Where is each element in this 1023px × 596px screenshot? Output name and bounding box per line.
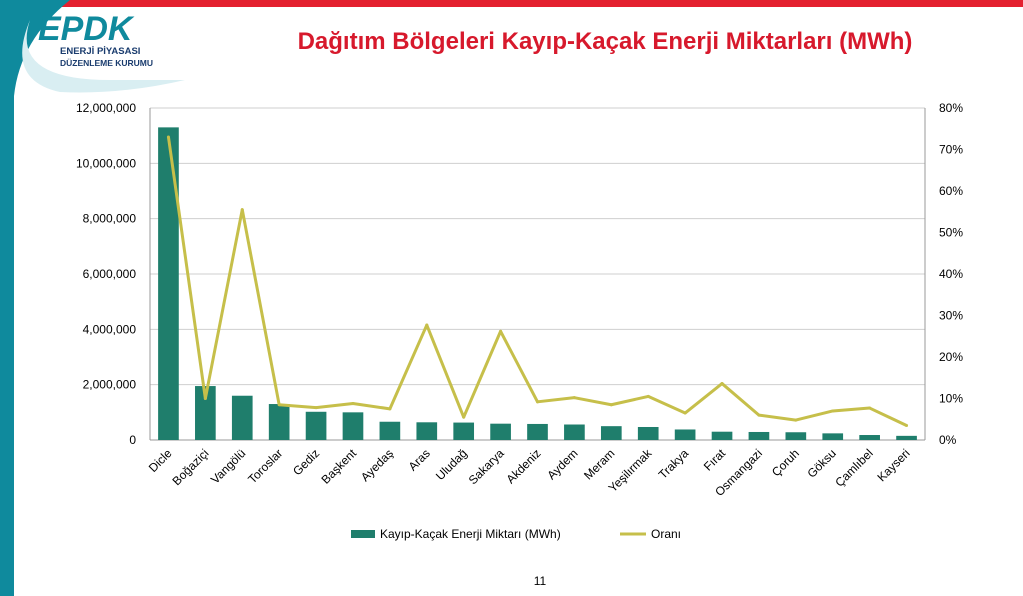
x-tick-label: Gediz [290,446,322,478]
line-point-Göksu [831,409,835,413]
left-accent-stripe [0,0,14,596]
line-point-Fırat [720,382,724,386]
bar-Meram [600,426,622,440]
line-point-Yeşilırmak [646,394,650,398]
series-line-orani [166,136,908,427]
x-tick-label: Ayedaş [358,446,396,484]
line-point-Başkent [351,401,355,405]
bar-Kayseri [896,435,917,440]
bar-Boğaziçi [195,386,216,440]
y-left-tick-label: 12,000,000 [76,101,136,115]
x-tick-label: Aydem [544,446,580,482]
bar-Aydem [564,424,585,440]
y-right-tick-label: 30% [939,309,963,323]
line-point-Osmangazi [757,413,761,417]
y-right-tick-label: 40% [939,267,963,281]
bar-Vangölü [231,395,253,440]
line-point-Dicle [166,135,170,139]
y-right-tick-label: 20% [939,350,963,364]
bar-Aras [416,422,438,440]
line-point-Akdeniz [536,400,539,404]
y-left-tick-label: 6,000,000 [83,267,137,281]
bar-Yeşilırmak [637,426,659,440]
logo-line2: DÜZENLEME KURUMU [60,58,153,68]
y-left-tick-label: 2,000,000 [83,378,137,392]
line-point-Uludağ [462,415,466,419]
bar-Dicle [158,127,179,440]
logo-mark: EPDK [38,10,135,48]
y-right-tick-label: 70% [939,143,963,157]
x-tick-label: Akdeniz [504,446,544,486]
y-right-tick-label: 50% [939,226,963,240]
top-accent-bar [0,0,1023,7]
line-point-Kayseri [905,423,909,427]
epdk-logo: EPDK ENERJİ PİYASASI DÜZENLEME KURUMU [38,10,153,68]
line-point-Aras [425,323,429,327]
bar-Göksu [822,433,844,440]
line-point-Sakarya [499,329,503,333]
bar-Çamlıbel [859,435,880,440]
bar-Akdeniz [527,423,548,440]
x-tick-label: Toroslar [245,446,285,486]
x-tick-label: Aras [406,446,433,473]
x-tick-label: Kayseri [874,446,912,484]
legend-label-bar: Kayıp-Kaçak Enerji Miktarı (MWh) [380,527,561,541]
line-point-Boğaziçi [203,397,207,400]
line-point-Vangölü [240,208,244,212]
x-tick-label: Fırat [701,446,729,474]
legend-swatch-bar [351,530,375,538]
x-tick-label: Çamlıbel [832,446,875,489]
bar-Fırat [711,431,733,440]
y-left-tick-label: 10,000,000 [76,156,136,170]
bar-Ayedaş [379,421,401,440]
line-point-Çamlıbel [868,406,872,410]
slide-title: Dağıtım Bölgeleri Kayıp-Kaçak Enerji Mik… [297,28,913,55]
line-point-Ayedaş [388,407,392,411]
bar-Osmangazi [748,431,770,440]
bar-Gediz [305,411,327,440]
x-tick-label: Göksu [804,446,838,480]
line-point-Aydem [572,396,576,400]
y-left-tick-label: 0 [129,433,136,447]
bar-Çoruh [785,432,807,440]
x-tick-label: Çoruh [769,446,802,479]
x-tick-label: Sakarya [466,446,507,487]
x-tick-label: Meram [581,446,617,482]
page-number: 11 [533,574,547,588]
y-left-tick-label: 8,000,000 [83,212,137,226]
y-right-tick-label: 80% [939,101,963,115]
y-right-tick-label: 10% [939,392,963,406]
legend-label-line: Oranı [651,527,681,541]
y-right-tick-label: 0% [939,433,957,447]
bar-Trakya [674,429,696,440]
x-tick-label: Vangölü [208,446,248,486]
x-tick-label: Trakya [656,446,692,482]
line-point-Çoruh [794,418,798,422]
x-tick-label: Boğaziçi [170,446,212,488]
line-point-Gediz [314,406,318,410]
y-left-tick-label: 4,000,000 [83,322,137,336]
x-tick-label: Başkent [319,446,360,487]
bar-Başkent [342,412,364,440]
bar-Sakarya [490,423,511,440]
bar-Uludağ [453,422,475,440]
y-right-tick-label: 60% [939,184,963,198]
line-point-Meram [609,403,613,407]
line-point-Trakya [683,411,687,415]
logo-swoosh [0,0,70,96]
x-tick-label: Dicle [146,446,175,475]
x-tick-label: Uludağ [433,446,470,483]
bar-Toroslar [268,404,290,440]
line-point-Toroslar [277,403,281,407]
logo-line1: ENERJİ PİYASASI [60,46,140,57]
